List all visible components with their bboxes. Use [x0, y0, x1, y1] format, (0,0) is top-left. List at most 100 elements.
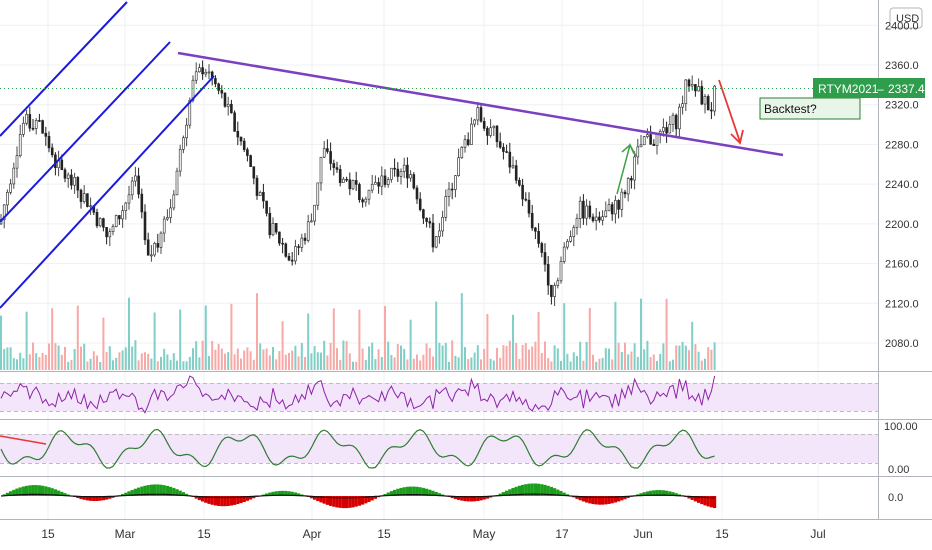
candle-body	[566, 240, 569, 248]
osc-bar	[281, 490, 285, 496]
osc-bar	[617, 496, 621, 502]
candle-body	[287, 256, 291, 261]
osc-bar	[153, 484, 157, 496]
candle-body	[249, 155, 252, 167]
osc-bar	[521, 484, 525, 496]
osc-bar	[460, 496, 464, 501]
candle-body	[2, 204, 6, 220]
volume-bar	[268, 355, 271, 370]
candle-body	[159, 232, 163, 248]
channel-line-middle[interactable]	[0, 41, 171, 223]
volume-bar	[57, 345, 60, 370]
volume-bar	[492, 360, 495, 370]
volume-bar	[473, 352, 476, 370]
osc-bar	[652, 490, 656, 496]
volume-bar	[694, 344, 697, 370]
price-axis[interactable]: 2360.0 2320.0 2280.0 2240.0 2200.0 2160.0 2120…	[885, 20, 919, 350]
volume-bar	[38, 357, 41, 370]
volume-bar	[185, 361, 188, 370]
candle-body	[178, 149, 182, 172]
osc-bar	[553, 488, 557, 496]
osc-tick-0: 0.0	[888, 492, 903, 504]
osc-bar	[76, 496, 80, 499]
candle-body	[585, 205, 588, 219]
volume-bar	[352, 361, 354, 370]
osc-bar	[175, 489, 179, 496]
volume-bar	[611, 359, 614, 370]
volume-bar	[604, 348, 607, 370]
time-tick: May	[473, 527, 496, 541]
volume-bar	[172, 353, 175, 370]
volume-bar	[403, 348, 406, 370]
volume-bar	[259, 343, 262, 370]
backtest-callout[interactable]: Backtest?	[759, 97, 861, 120]
volume-bar	[240, 358, 242, 370]
candle-body	[559, 261, 563, 282]
volume-bar	[358, 309, 361, 370]
osc-bar	[383, 494, 387, 496]
channel-line-lower[interactable]	[0, 75, 215, 309]
candle-body	[697, 86, 700, 92]
candle-body	[626, 178, 630, 195]
volume-bar	[560, 360, 562, 370]
candle-body	[207, 71, 211, 74]
osc-bar	[245, 496, 249, 501]
volume-bar	[665, 298, 668, 370]
rsi-line	[0, 375, 716, 414]
osc-bar	[434, 491, 438, 496]
volume-bar	[582, 360, 585, 370]
volume-bar	[576, 355, 578, 370]
osc-bar	[181, 492, 185, 496]
candle-body	[508, 151, 512, 168]
candle-body	[278, 231, 281, 244]
candle-body	[556, 280, 560, 286]
red-arrow[interactable]	[718, 79, 741, 143]
osc-bar	[706, 496, 710, 507]
osc-bar	[457, 496, 461, 500]
candle-body	[306, 221, 310, 241]
volume-bar	[153, 312, 156, 370]
osc-bar	[597, 496, 601, 505]
osc-bar	[466, 496, 470, 502]
volume-bar	[211, 340, 214, 370]
volume-bar	[553, 345, 556, 370]
volume-bar	[345, 341, 348, 370]
volume-bar	[150, 358, 153, 370]
candle-body	[482, 121, 486, 129]
candle-body	[418, 198, 422, 210]
volume-bar	[454, 355, 457, 370]
osc-bar	[671, 492, 675, 496]
volume-bar	[470, 357, 473, 370]
descending-trendline[interactable]	[177, 51, 784, 157]
volume-bar	[329, 342, 332, 370]
osc-bar	[693, 496, 697, 502]
volume-bar	[6, 347, 9, 370]
candle-body	[220, 90, 224, 94]
candle-body	[297, 246, 300, 248]
volume-bar	[636, 356, 639, 370]
time-tick: Mar	[115, 527, 136, 541]
candle-body	[338, 169, 342, 183]
time-axis[interactable]: 15 Mar 15 Apr 15 May 17 Jun 15 Jul	[41, 527, 825, 541]
candle-body	[300, 237, 304, 248]
candle-body	[386, 179, 390, 185]
candle-body	[374, 182, 377, 185]
drawings[interactable]	[0, 1, 784, 309]
currency-button[interactable]: USD	[889, 7, 923, 29]
osc-bar	[415, 486, 419, 496]
volume-bar	[291, 350, 294, 370]
candle-body	[582, 200, 585, 219]
price-tick: 2360.0	[885, 60, 919, 72]
candle-body	[578, 200, 582, 219]
candle-body	[489, 127, 492, 136]
candle-body	[473, 119, 476, 125]
volume-bar	[320, 352, 322, 370]
volume-bar	[35, 353, 38, 370]
candle-body	[175, 170, 179, 196]
osc-bar	[165, 485, 169, 496]
candle-body	[150, 254, 153, 257]
price-tag-dash: –	[877, 82, 884, 96]
channel-line-upper[interactable]	[0, 1, 128, 137]
osc-bar	[373, 496, 377, 499]
